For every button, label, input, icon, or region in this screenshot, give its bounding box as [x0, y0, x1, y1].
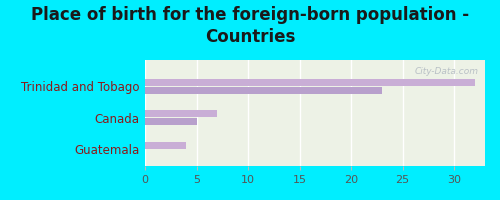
Text: City-Data.com: City-Data.com: [414, 67, 478, 76]
Bar: [145, 87, 382, 94]
Bar: [145, 142, 186, 149]
Bar: [145, 118, 197, 125]
Bar: [145, 79, 474, 86]
Bar: [145, 110, 217, 117]
Text: Place of birth for the foreign-born population -
Countries: Place of birth for the foreign-born popu…: [31, 6, 469, 46]
